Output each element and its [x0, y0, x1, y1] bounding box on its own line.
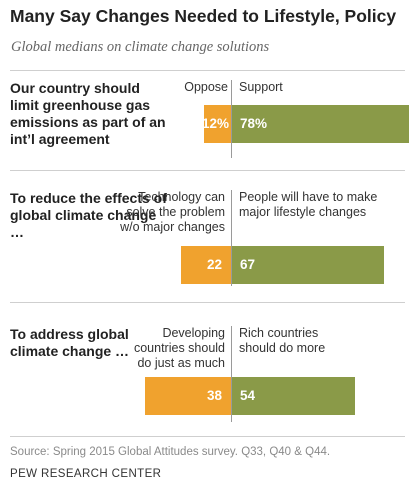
bar-right-value-1: 78% — [240, 116, 268, 131]
left-label-3: Developing countries should do just as m… — [133, 326, 225, 370]
divider-rule-top — [10, 70, 405, 71]
divider-rule-1 — [10, 170, 405, 171]
question-label-2: To reduce the effects of global climate … — [10, 190, 167, 240]
bar-right-value-2: 67 — [240, 257, 256, 272]
question-label-1: Our country should limit greenhouse gas … — [10, 80, 166, 147]
bar-right-2: 67 — [232, 246, 384, 284]
center-axis-1 — [231, 80, 232, 158]
bar-left-value-2: 22 — [206, 257, 222, 272]
bar-right-value-3: 54 — [240, 388, 256, 403]
bar-left-3: 38 — [145, 377, 231, 415]
left-label-1: Oppose — [184, 80, 228, 94]
chart-title: Many Say Changes Needed to Lifestyle, Po… — [10, 6, 397, 26]
bar-left-2: 22 — [181, 246, 231, 284]
right-label-3: Rich countries should do more — [239, 326, 326, 355]
bar-left-1: 12% — [201, 105, 231, 143]
chart-subtitle: Global medians on climate change solutio… — [11, 39, 270, 55]
bar-right-1: 78% — [232, 105, 409, 143]
center-axis-3 — [231, 326, 232, 422]
divider-rule-bottom — [10, 436, 405, 437]
right-label-2: People will have to make major lifestyle… — [239, 190, 378, 219]
brand-label: PEW RESEARCH CENTER — [10, 468, 162, 480]
bar-left-value-3: 38 — [206, 388, 222, 403]
question-label-3: To address global climate change … — [10, 326, 130, 359]
right-label-1: Support — [239, 80, 283, 94]
divider-rule-2 — [10, 302, 405, 303]
center-axis-2 — [231, 190, 232, 286]
bar-right-3: 54 — [232, 377, 355, 415]
bar-left-value-1: 12% — [201, 116, 229, 131]
source-note: Source: Spring 2015 Global Attitudes sur… — [10, 446, 331, 458]
left-label-2: Technology can solve the problem w/o maj… — [120, 190, 225, 234]
